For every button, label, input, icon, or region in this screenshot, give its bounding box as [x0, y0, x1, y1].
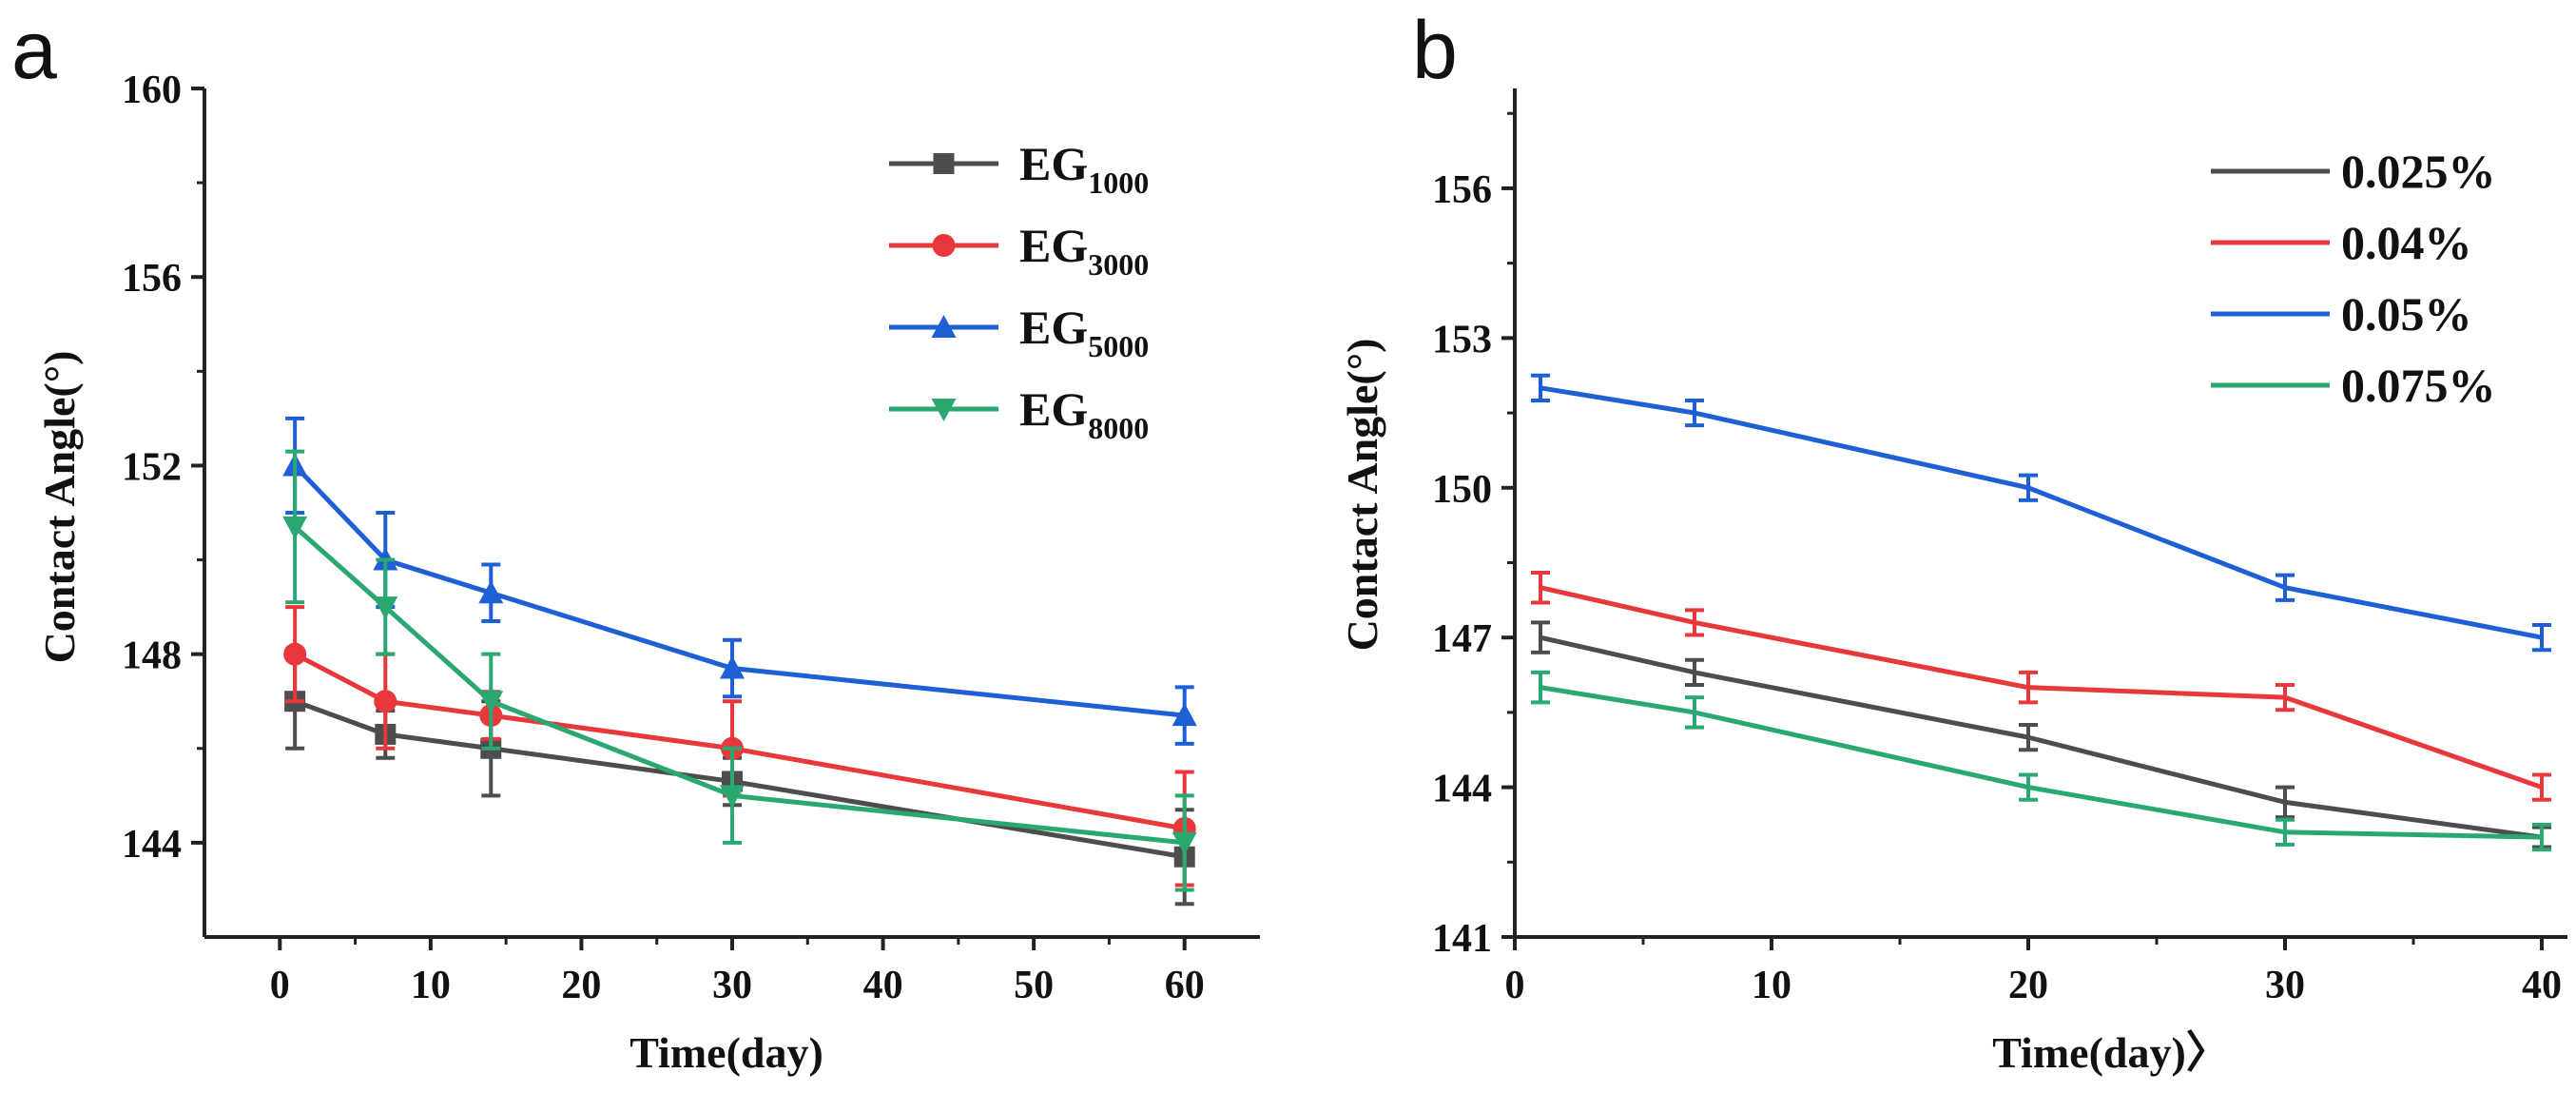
series-EG5000: [282, 416, 1197, 746]
legend-label: 0.05%: [2341, 287, 2472, 341]
y-tick-label: 150: [1432, 468, 1492, 512]
legend-label: EG5000: [1019, 301, 1149, 363]
x-tick-label: 0: [270, 964, 290, 1007]
legend-marker: [931, 399, 957, 421]
panel-a-legend: EG1000 EG3000 EG5000 EG8000: [889, 137, 1149, 445]
y-tick-label: 141: [1432, 917, 1492, 961]
legend-label: 0.025%: [2341, 145, 2496, 198]
panel-b-legend: 0.025% 0.04% 0.05% 0.075%: [2211, 145, 2496, 412]
x-tick-label: 30: [2265, 964, 2305, 1007]
x-tick-label: 50: [1014, 964, 1054, 1007]
data-point: [720, 655, 745, 679]
legend-marker: [933, 153, 955, 174]
panel-a-x-axis-label: Time(day): [629, 1028, 823, 1077]
series-0.04%: [1531, 570, 2551, 802]
legend-entry: EG3000: [889, 219, 1149, 282]
series-line: [1540, 585, 2543, 790]
y-tick-label: 160: [122, 68, 182, 112]
series-line: [1540, 634, 2543, 840]
panel-a-y-axis-label: Contact Angle(°): [35, 351, 84, 664]
data-point: [1172, 831, 1197, 855]
legend-entry: 0.04%: [2211, 216, 2472, 269]
data-point: [478, 691, 504, 714]
data-point: [720, 785, 745, 809]
x-tick-label: 10: [1752, 964, 1792, 1007]
data-point: [283, 642, 307, 666]
series-0.05%: [1531, 373, 2551, 653]
y-tick-label: 153: [1432, 318, 1492, 361]
legend-entry: EG1000: [889, 137, 1149, 200]
y-tick-label: 156: [1432, 168, 1492, 212]
x-tick-label: 30: [712, 964, 752, 1007]
panel-b-label: b: [1412, 5, 1458, 96]
data-point: [1172, 703, 1197, 727]
data-point: [282, 516, 308, 539]
data-point: [374, 690, 397, 713]
legend-label: EG1000: [1019, 137, 1149, 200]
legend-entry: 0.075%: [2211, 359, 2496, 412]
y-tick-label: 147: [1432, 617, 1492, 661]
x-tick-label: 10: [411, 964, 451, 1007]
x-tick-label: 20: [561, 964, 601, 1007]
legend-entry: EG5000: [889, 301, 1149, 363]
panel-b-y-axis-label: Contact Angle(°): [1338, 339, 1386, 652]
panel-b: b Time(day)〉 Contact Angle(°) 0 10 20 30 40 1…: [1338, 5, 2567, 1077]
x-tick-label: 40: [863, 964, 903, 1007]
panel-a-plot-area: 0 10 20 30 40 50 60 144 148 152 156 160: [122, 68, 1260, 1007]
panel-b-plot-area: 0 10 20 30 40 141 144 147 150 153 156: [1432, 88, 2567, 1007]
panel-b-x-axis-label: Time(day)〉: [1992, 1028, 2230, 1077]
legend-label: EG8000: [1019, 382, 1149, 445]
y-tick-label: 156: [122, 257, 182, 301]
series-EG8000: [282, 449, 1197, 892]
legend-label: 0.04%: [2341, 216, 2472, 269]
x-tick-label: 40: [2522, 964, 2562, 1007]
series-EG1000: [284, 652, 1195, 907]
legend-marker: [932, 234, 956, 257]
y-tick-label: 152: [122, 445, 182, 489]
legend-entry: 0.025%: [2211, 145, 2496, 198]
series-0.025%: [1531, 620, 2551, 849]
panel-a: a Time(day) Contact Angle(°) 0 10 20 30 40 50…: [11, 5, 1260, 1077]
x-tick-label: 60: [1165, 964, 1205, 1007]
y-tick-label: 144: [1432, 768, 1492, 811]
y-tick-label: 148: [122, 634, 182, 678]
legend-label: 0.075%: [2341, 359, 2496, 412]
x-tick-label: 20: [2008, 964, 2048, 1007]
legend-entry: 0.05%: [2211, 287, 2472, 341]
y-tick-label: 144: [122, 823, 182, 867]
series-0.075%: [1531, 670, 2551, 852]
legend-label: EG3000: [1019, 219, 1149, 282]
data-point: [478, 580, 504, 604]
legend-marker: [931, 315, 957, 338]
legend-entry: EG8000: [889, 382, 1149, 445]
panel-a-label: a: [11, 5, 57, 96]
x-tick-label: 0: [1505, 964, 1525, 1007]
data-point: [373, 596, 398, 620]
